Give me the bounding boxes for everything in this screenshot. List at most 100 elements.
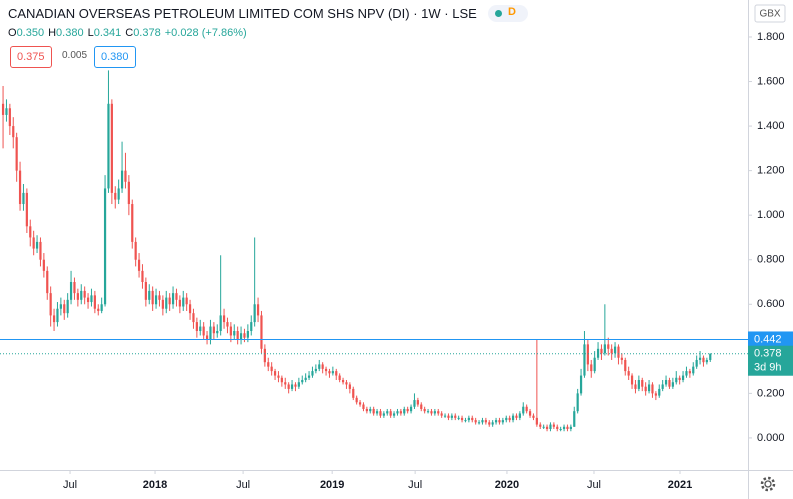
candle-body: [705, 359, 708, 363]
candle-body: [12, 126, 15, 138]
candle-body: [440, 413, 443, 416]
candle-body: [49, 293, 52, 316]
last-price-label: 0.378: [754, 348, 782, 360]
candle-body: [137, 259, 141, 271]
candle-body: [698, 357, 702, 360]
candle-body: [671, 382, 674, 387]
symbol-title[interactable]: CANADIAN OVERSEAS PETROLEUM LIMITED COM …: [8, 6, 477, 21]
x-tick-label: 2019: [320, 479, 344, 491]
candle-body: [168, 297, 171, 305]
candle-body: [600, 348, 603, 354]
candle-body: [148, 290, 151, 300]
ohlc-key: H: [48, 27, 57, 39]
candle-body: [5, 108, 8, 115]
candle-body: [593, 357, 596, 372]
candle-body: [1, 103, 5, 115]
candle-body: [583, 344, 586, 376]
candle-body: [365, 408, 368, 412]
candle-body: [8, 108, 11, 127]
candle-body: [654, 393, 657, 396]
x-tick-label: Jul: [236, 479, 250, 491]
candle-body: [25, 192, 28, 227]
candle-body: [369, 408, 372, 412]
candle-body: [52, 315, 56, 323]
candle-body: [144, 282, 147, 300]
candle-body: [32, 237, 35, 249]
bid-box[interactable]: 0.375: [10, 46, 52, 68]
ohlc-key: O: [8, 27, 17, 39]
candle-body: [675, 377, 678, 383]
candle-body: [158, 295, 161, 300]
candle-body: [467, 417, 470, 421]
candle-body: [219, 315, 222, 332]
candle-body: [610, 348, 613, 354]
candle-body: [443, 415, 447, 417]
candle-body: [307, 375, 311, 378]
candle-body: [505, 417, 508, 421]
candle-body: [664, 380, 668, 385]
candle-body: [586, 344, 589, 365]
candle-body: [42, 259, 45, 271]
candle-body: [413, 400, 416, 407]
candle-body: [494, 420, 498, 423]
candle-body: [647, 384, 651, 392]
candle-body: [345, 382, 348, 385]
candle-body: [709, 353, 712, 360]
candle-body: [253, 304, 256, 323]
candle-body: [154, 295, 158, 305]
candle-body: [69, 282, 73, 300]
candle-body: [426, 411, 430, 413]
candle-body: [630, 375, 634, 385]
candle-body: [549, 424, 552, 430]
candle-body: [114, 192, 117, 200]
candle-body: [22, 192, 25, 205]
candle-body: [579, 375, 583, 394]
candle-body: [637, 380, 640, 389]
status-pill[interactable]: D: [488, 5, 528, 22]
candle-body: [124, 170, 127, 182]
candle-body: [566, 426, 569, 430]
candle-body: [481, 420, 484, 423]
y-tick-label: 1.800: [757, 31, 785, 43]
y-tick-label: 1.400: [757, 120, 785, 132]
ohlc-value: 0.378: [133, 27, 161, 39]
candle-body: [678, 377, 681, 381]
candle-body: [627, 371, 630, 376]
candle-body: [491, 422, 494, 425]
candle-body: [107, 103, 110, 189]
candle-body: [205, 335, 209, 340]
candle-body: [195, 322, 198, 332]
candle-body: [488, 422, 491, 425]
delay-badge: D: [508, 6, 516, 18]
candle-body: [151, 290, 154, 305]
candle-body: [437, 411, 440, 414]
settings-icon[interactable]: [760, 476, 776, 492]
candle-body: [603, 344, 606, 354]
candle-body: [661, 384, 664, 389]
candle-body: [641, 380, 644, 387]
candle-body: [651, 384, 654, 394]
candle-body: [294, 384, 297, 387]
candle-body: [362, 404, 365, 409]
candle-body: [379, 411, 382, 416]
ask-box[interactable]: 0.380: [94, 46, 136, 68]
candle-body: [324, 368, 328, 372]
candle-body: [403, 408, 406, 414]
candle-body: [233, 331, 236, 336]
candle-body: [171, 293, 175, 305]
candle-body: [539, 424, 542, 427]
ohlc-change: +0.028 (+7.86%): [164, 27, 247, 39]
candle-body: [86, 297, 90, 303]
candle-body: [576, 393, 579, 412]
candle-body: [216, 331, 219, 334]
candle-body: [192, 313, 195, 323]
candle-body: [525, 406, 528, 412]
spread: 0.005: [62, 50, 88, 61]
candle-body: [321, 364, 324, 369]
currency-box[interactable]: [754, 4, 786, 23]
candle-body: [318, 364, 321, 369]
candle-body: [178, 299, 181, 307]
candle-body: [93, 295, 96, 309]
candle-body: [382, 413, 385, 416]
candle-body: [338, 375, 341, 381]
